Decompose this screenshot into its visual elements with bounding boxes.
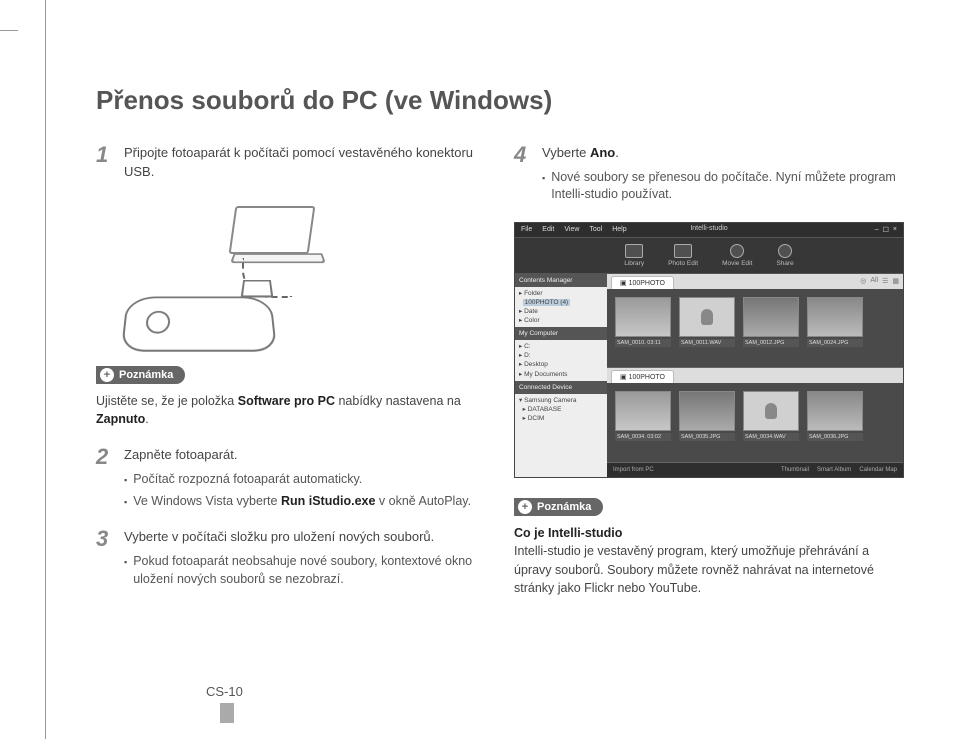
note-2-text: Co je Intelli-studio Intelli-studio je v… [514,524,904,597]
menu-item: Help [612,226,626,234]
note-2-title: Co je Intelli-studio [514,526,622,540]
note-badge: + Poznámka [96,366,185,384]
thumbnail: SAM_0012.JPG [743,297,799,347]
tab-bar: ▣ 100PHOTO [607,368,903,383]
window-controls: –☐× [875,226,897,234]
crop-mark-top [0,30,18,31]
plus-icon: + [518,500,532,514]
tool-movie-edit: Movie Edit [722,244,752,267]
step-3-text: Vyberte v počítači složku pro uložení no… [124,528,474,547]
bullet: Pokud fotoaparát neobsahuje nové soubory… [124,553,474,588]
bullet: Ve Windows Vista vyberte Run iStudio.exe… [124,493,474,511]
mic-icon [701,309,713,325]
tool-share: Share [776,244,793,267]
thumbnail: SAM_0034.WAV [743,391,799,441]
menu-item: Edit [542,226,554,234]
camera-icon [124,280,284,352]
thumbnail-row: SAM_0010. 03:11 SAM_0011.WAV SAM_0012.JP… [607,289,903,368]
tool-library: Library [624,244,644,267]
note-badge: + Poznámka [514,498,603,516]
thumbnail: SAM_0011.WAV [679,297,735,347]
ss-main: ▣ 100PHOTO ◎ All ☰ ▦ SAM_0010. [607,274,903,477]
page-indicator-bar [220,703,234,723]
step-4: 4 Vyberte Ano. Nové soubory se přenesou … [514,144,904,208]
sidebar-section: My Computer [515,327,607,340]
step-2-text: Zapněte fotoaparát. [124,446,474,465]
step-number: 4 [514,144,530,208]
page-number: CS-10 [206,684,243,699]
step-number: 1 [96,144,112,188]
tree: ▸ C: ▸ D: ▸ Desktop ▸ My Documents [515,340,607,380]
step-4-text: Vyberte Ano. [542,144,904,163]
thumbnail: SAM_0010. 03:11 [615,297,671,347]
tree: ▾ Samsung Camera ▸ DATABASE ▸ DCIM [515,394,607,425]
ss-toolbar: Library Photo Edit Movie Edit Share [515,238,903,274]
step-number: 2 [96,446,112,514]
mic-icon [765,403,777,419]
menu-item: Tool [589,226,602,234]
note-label: Poznámka [537,501,591,513]
note-1-text: Ujistěte se, že je položka Software pro … [96,392,474,428]
step-1: 1 Připojte fotoaparát k počítači pomocí … [96,144,474,188]
laptop-icon [232,206,332,266]
manual-page: Přenos souborů do PC (ve Windows) 1 Přip… [45,0,954,739]
bullet: Nové soubory se přenesou do počítače. Ny… [542,169,904,204]
menu-item: View [564,226,579,234]
step-number: 3 [96,528,112,592]
step-1-text: Připojte fotoaparát k počítači pomocí ve… [124,144,474,182]
sidebar-section: Connected Device [515,381,607,394]
ss-sidebar: Contents Manager ▸ Folder 100PHOTO (4) ▸… [515,274,607,477]
note-label: Poznámka [119,369,173,381]
app-title: Intelli-studio [690,225,727,232]
plus-icon: + [100,368,114,382]
tree: ▸ Folder 100PHOTO (4) ▸ Date ▸ Color [515,287,607,327]
page-title: Přenos souborů do PC (ve Windows) [96,85,904,116]
tab: ▣ 100PHOTO [611,276,674,289]
tool-photo-edit: Photo Edit [668,244,698,267]
menu-item: File [521,226,532,234]
ss-footer: Import from PC Thumbnail Smart Album Cal… [607,463,903,477]
thumbnail: SAM_0024.JPG [807,297,863,347]
camera-laptop-illustration [124,202,344,352]
intelli-studio-screenshot: File Edit View Tool Help –☐× Intelli-stu… [514,222,904,478]
step-3: 3 Vyberte v počítači složku pro uložení … [96,528,474,592]
thumbnail-row: SAM_0034. 03:02 SAM_0035.JPG SAM_0034.WA… [607,383,903,462]
sidebar-section: Contents Manager [515,274,607,287]
bullet: Počítač rozpozná fotoaparát automaticky. [124,471,474,489]
right-column: 4 Vyberte Ano. Nové soubory se přenesou … [514,144,904,615]
tab: ▣ 100PHOTO [611,370,674,383]
thumbnail: SAM_0035.JPG [679,391,735,441]
step-2: 2 Zapněte fotoaparát. Počítač rozpozná f… [96,446,474,514]
thumbnail: SAM_0036.JPG [807,391,863,441]
tab-bar: ▣ 100PHOTO ◎ All ☰ ▦ [607,274,903,289]
thumbnail: SAM_0034. 03:02 [615,391,671,441]
left-column: 1 Připojte fotoaparát k počítači pomocí … [96,144,474,615]
